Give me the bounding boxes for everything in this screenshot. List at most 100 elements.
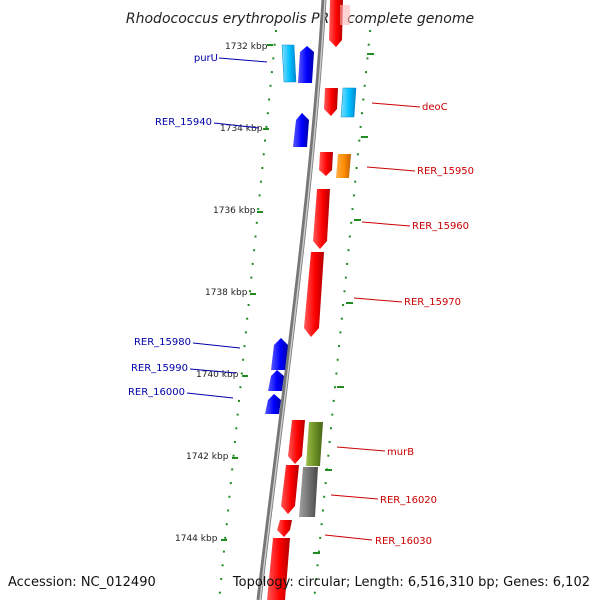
right-rail-tick — [319, 536, 322, 539]
gene-label-RER_15970[interactable]: RER_15970 — [404, 297, 461, 308]
forward-strand-genes — [267, 0, 357, 600]
gene-RER_16025[interactable] — [277, 520, 292, 537]
left-rail-tick — [255, 221, 258, 224]
gene-label-purU[interactable]: purU — [194, 53, 218, 64]
right-rail-major-tick — [346, 302, 353, 304]
kbp-tick — [267, 44, 273, 46]
left-rail-tick — [269, 84, 272, 87]
gene-RER_16030[interactable] — [267, 538, 290, 600]
left-rail-tick — [218, 591, 221, 594]
gene-label-RER_15990[interactable]: RER_15990 — [131, 363, 188, 374]
left-rail-tick — [253, 249, 256, 252]
gene-label-RER_16030[interactable]: RER_16030 — [375, 536, 432, 547]
leader-line — [371, 102, 421, 108]
left-rail-tick — [229, 482, 232, 485]
kbp-label: 1744 kbp — [175, 534, 218, 544]
right-gene-labels: deoC RER_15950 RER_15960 RER_15970 murB … — [324, 102, 474, 547]
gene-label-RER_16000[interactable]: RER_16000 — [128, 387, 185, 398]
right-rail-tick — [352, 194, 355, 197]
kbp-label: 1738 kbp — [205, 288, 248, 298]
kbp-label: 1736 kbp — [213, 206, 256, 216]
leader-line — [324, 534, 373, 541]
gene-RER_15948[interactable] — [319, 152, 333, 176]
gene-label-RER_16020[interactable]: RER_16020 — [380, 495, 437, 506]
left-rail-tick — [239, 386, 242, 389]
left-rail-tick — [244, 331, 247, 334]
gene-RER_15970[interactable] — [304, 252, 324, 337]
right-rail-tick — [327, 454, 330, 457]
right-rail-tick — [358, 139, 361, 142]
genome-title: Rhodococcus erythropolis PR4, complete g… — [126, 11, 474, 27]
right-rail-tick — [320, 523, 323, 526]
right-rail-tick — [343, 290, 346, 293]
gene-RER_16000[interactable] — [265, 394, 281, 414]
right-rail-tick — [324, 482, 327, 485]
leader-line — [213, 122, 260, 129]
left-rail-tick — [231, 468, 234, 471]
left-rail-tick — [258, 194, 261, 197]
left-rail-tick — [251, 262, 254, 265]
gene-RER_15945[interactable] — [324, 88, 338, 116]
right-rail-tick — [366, 57, 369, 60]
gene-label-RER_15980[interactable]: RER_15980 — [134, 337, 191, 348]
left-rail-tick — [272, 57, 275, 60]
left-rail-tick — [246, 317, 249, 320]
left-rail-tick — [236, 413, 239, 416]
right-rail-major-tick — [367, 53, 374, 55]
right-rail-tick — [347, 249, 350, 252]
left-rail-tick — [227, 509, 230, 512]
genome-backbone — [256, 0, 327, 600]
left-gene-labels: purU RER_15940 RER_15980 RER_15990 RER_1… — [128, 53, 268, 399]
gene-RER_16010[interactable] — [288, 420, 305, 464]
kbp-tick — [221, 539, 227, 541]
gene-RER_15940[interactable] — [293, 113, 309, 147]
right-rail-tick — [344, 276, 347, 279]
left-rail-tick — [257, 208, 260, 211]
gene-RER_16020[interactable] — [299, 467, 318, 517]
left-rail-tick — [268, 98, 271, 101]
gene-top-fragment-highlight — [340, 5, 350, 25]
gene-purU[interactable] — [298, 46, 314, 83]
left-rail-tick — [262, 153, 265, 156]
kbp-label: 1732 kbp — [225, 42, 268, 52]
gene-RER_16015[interactable] — [281, 465, 299, 514]
gene-label-murB[interactable]: murB — [387, 447, 414, 458]
reverse-strand-genes — [265, 44, 314, 414]
right-rail-tick — [332, 399, 335, 402]
gene-label-RER_15940[interactable]: RER_15940 — [155, 117, 212, 128]
right-rail-tick — [335, 372, 338, 375]
kbp-tick — [257, 211, 263, 213]
gene-murB[interactable] — [306, 422, 323, 466]
gene-RER_15980[interactable] — [271, 338, 288, 370]
left-rail-tick — [261, 167, 264, 169]
left-rail-tick — [254, 235, 257, 238]
left-tick-rail — [218, 30, 277, 594]
left-rail-tick — [273, 43, 276, 46]
leader-line — [336, 446, 386, 452]
left-rail-tick — [225, 523, 228, 526]
left-rail-tick — [232, 454, 235, 457]
left-rail-tick — [238, 399, 240, 402]
gene-label-RER_15960[interactable]: RER_15960 — [412, 221, 469, 232]
right-rail-tick — [351, 208, 354, 211]
gene-label-deoC[interactable]: deoC — [422, 102, 448, 113]
right-rail-tick — [330, 427, 332, 430]
gene-label-RER_15950[interactable]: RER_15950 — [417, 166, 474, 177]
gene-RER_15960[interactable] — [313, 189, 330, 249]
left-rail-tick — [249, 290, 251, 293]
left-rail-tick — [222, 550, 225, 553]
leader-line — [186, 392, 234, 399]
right-rail-tick — [355, 167, 358, 169]
gene-top-fragment[interactable] — [329, 0, 343, 47]
gene-purU-partner[interactable] — [281, 44, 297, 83]
right-rail-tick — [346, 262, 349, 265]
right-rail-tick — [315, 578, 318, 580]
kbp-tick — [250, 293, 256, 295]
gene-RER_15950[interactable] — [336, 154, 351, 178]
gene-RER_15990[interactable] — [268, 370, 284, 391]
right-rail-major-tick — [313, 552, 320, 554]
gene-deoC[interactable] — [340, 87, 357, 118]
left-rail-tick — [259, 180, 262, 183]
left-rail-tick — [266, 112, 269, 115]
